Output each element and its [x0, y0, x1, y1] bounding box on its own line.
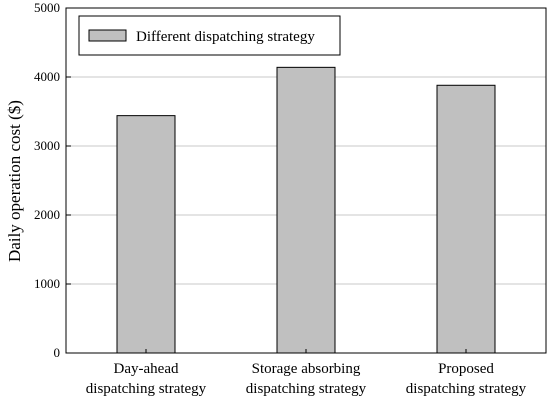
- x-category-label: dispatching strategy: [406, 381, 527, 397]
- x-category-label: dispatching strategy: [246, 381, 367, 397]
- x-category-label: dispatching strategy: [86, 381, 207, 397]
- x-category-labels: Day-ahead dispatching strategy Storage abs…: [86, 349, 527, 397]
- legend-label: Different dispatching strategy: [136, 29, 315, 45]
- bar: [116, 115, 176, 354]
- legend-swatch: [88, 29, 127, 42]
- x-category-label: Storage absorbing: [252, 361, 361, 377]
- bar: [436, 84, 496, 354]
- y-tick-label: 1000: [34, 276, 60, 291]
- x-category-label: Proposed: [438, 361, 494, 377]
- legend: Different dispatching strategy: [78, 15, 341, 56]
- bar: [276, 66, 336, 354]
- y-tick-label: 4000: [34, 69, 60, 84]
- y-tick-label: 5000: [34, 0, 60, 15]
- bars: [116, 66, 496, 354]
- y-axis-title: Daily operation cost ($): [5, 100, 24, 262]
- y-tick-label: 0: [54, 345, 61, 360]
- x-category-label: Day-ahead: [114, 361, 179, 377]
- y-tick-label: 2000: [34, 207, 60, 222]
- y-ticks: 0 1000 2000 3000 4000 5000: [34, 0, 71, 360]
- y-tick-label: 3000: [34, 138, 60, 153]
